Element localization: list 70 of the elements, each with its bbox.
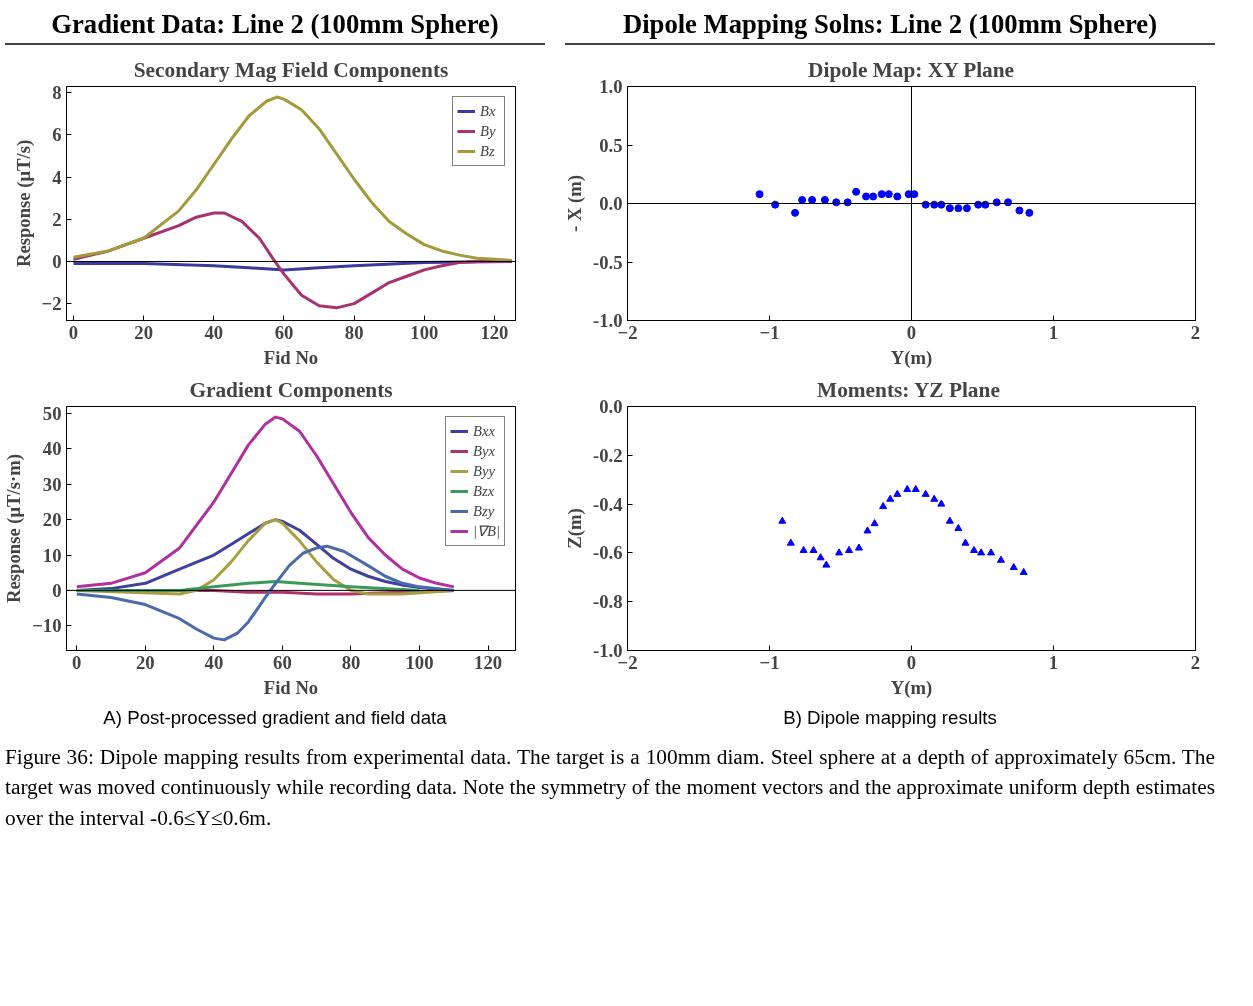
chart-title: Gradient Components bbox=[189, 377, 393, 402]
x-tick-label: −1 bbox=[759, 651, 780, 673]
x-tick-label: 100 bbox=[410, 321, 439, 343]
x-tick-label: 80 bbox=[341, 651, 361, 673]
legend-label: Bzy bbox=[472, 502, 495, 520]
x-tick-label: 60 bbox=[273, 651, 292, 673]
y-tick-label: 6 bbox=[52, 124, 62, 146]
y-tick-label: 0 bbox=[52, 251, 62, 273]
x-tick-label: 1 bbox=[1048, 651, 1059, 673]
legend-label: Byy bbox=[472, 462, 495, 480]
x-tick-label: 2 bbox=[1190, 321, 1201, 343]
y-tick-label: 0 bbox=[52, 579, 62, 601]
y-axis-title: Response (μT/s·m) bbox=[3, 454, 26, 604]
y-tick-label: -0.6 bbox=[592, 542, 623, 564]
y-tick-label: −2 bbox=[41, 293, 62, 315]
x-tick-label: 0 bbox=[68, 321, 79, 343]
text: B) Dipole mapping results bbox=[783, 706, 997, 731]
x-tick-label: 1 bbox=[1048, 321, 1059, 343]
x-axis-title: Y(m) bbox=[890, 676, 933, 699]
x-tick-label: 40 bbox=[204, 321, 224, 343]
x-tick-label: 60 bbox=[274, 321, 294, 343]
legend-label: |∇B| bbox=[472, 522, 500, 541]
y-tick-label: 20 bbox=[42, 509, 62, 531]
x-axis-title: Fid No bbox=[263, 346, 319, 368]
y-tick-label: -0.8 bbox=[592, 591, 623, 613]
x-tick-label: 0 bbox=[906, 321, 917, 343]
y-axis-title: Response (μT/s) bbox=[12, 140, 35, 268]
legend-label: Bx bbox=[480, 102, 497, 120]
y-axis-title: Z(m) bbox=[563, 508, 586, 549]
y-tick-label: 2 bbox=[52, 208, 62, 230]
chart-title: Secondary Mag Field Components bbox=[133, 57, 449, 82]
y-tick-label: 4 bbox=[52, 166, 62, 188]
text: Gradient Data: Line 2 (100mm Sphere) bbox=[51, 8, 499, 41]
x-tick-label: −1 bbox=[759, 321, 780, 343]
x-tick-label: 0 bbox=[906, 651, 917, 673]
chart-title: Moments: YZ Plane bbox=[817, 377, 1000, 402]
legend-label: Bxx bbox=[472, 422, 495, 440]
y-tick-label: 1.0 bbox=[599, 76, 623, 98]
legend-label: Bz bbox=[480, 142, 496, 160]
y-tick-label: 50 bbox=[42, 403, 62, 425]
x-tick-label: 80 bbox=[344, 321, 364, 343]
x-tick-label: 0 bbox=[72, 651, 82, 673]
legend-label: Bzx bbox=[472, 482, 495, 500]
x-tick-label: 100 bbox=[405, 651, 434, 673]
y-tick-label: 40 bbox=[42, 438, 62, 460]
x-axis-title: Fid No bbox=[263, 676, 319, 698]
x-tick-label: 40 bbox=[204, 651, 224, 673]
x-tick-label: 20 bbox=[136, 651, 155, 673]
y-axis-title: - X (m) bbox=[563, 175, 586, 233]
legend-label: Byx bbox=[472, 442, 495, 460]
y-tick-label: 0.5 bbox=[599, 134, 623, 156]
x-tick-label: 20 bbox=[134, 321, 153, 343]
y-tick-label: 0.0 bbox=[599, 193, 623, 215]
y-tick-label: 0.0 bbox=[599, 396, 623, 418]
y-tick-label: 10 bbox=[42, 544, 62, 566]
y-tick-label: 8 bbox=[52, 82, 62, 104]
x-tick-label: 120 bbox=[474, 651, 503, 673]
x-tick-label: 120 bbox=[480, 321, 509, 343]
y-tick-label: -0.2 bbox=[592, 444, 623, 466]
y-tick-label: −10 bbox=[32, 615, 62, 637]
y-tick-label: -0.5 bbox=[592, 251, 623, 273]
x-tick-label: 2 bbox=[1190, 651, 1201, 673]
y-tick-label: 30 bbox=[42, 473, 62, 495]
y-tick-label: -0.4 bbox=[592, 493, 623, 515]
text: A) Post-processed gradient and field data bbox=[103, 706, 447, 731]
text: Dipole Mapping Solns: Line 2 (100mm Sphere) bbox=[622, 8, 1158, 41]
caption: Figure 36: Dipole mapping results from experimental data. The target is a 100mm diam. Steel sphere at a depth of approximately 65cm. The target was moved continuously while recording data. Note the symmetry of the moment vectors and the approximate uniform depth estimates over the interval -0.6≤Y≤0.6m. bbox=[5, 743, 1215, 832]
x-axis-title: Y(m) bbox=[890, 346, 933, 369]
chart-title: Dipole Map: XY Plane bbox=[808, 57, 1015, 82]
legend-label: By bbox=[480, 122, 497, 140]
